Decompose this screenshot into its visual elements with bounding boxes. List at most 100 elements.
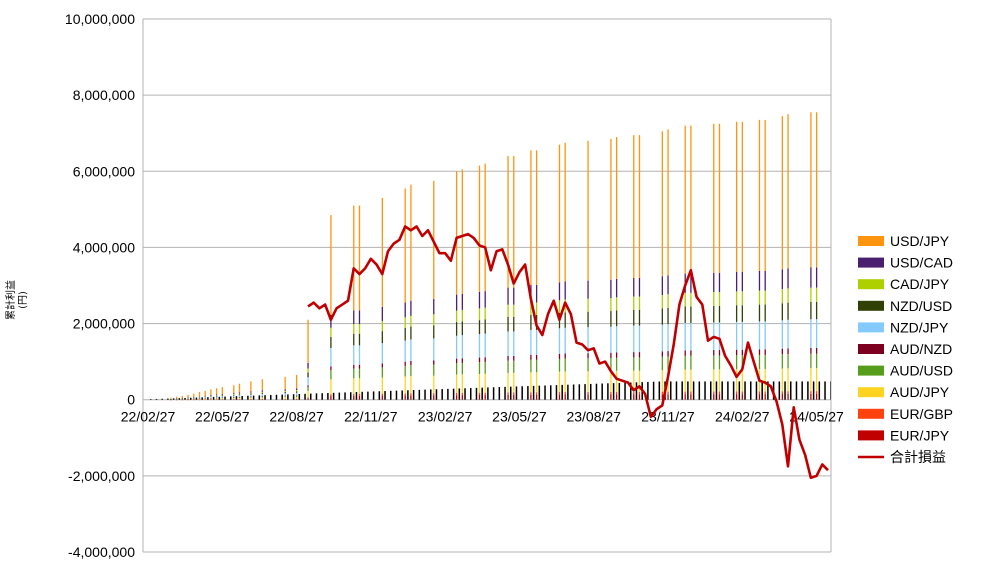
bar-segment bbox=[735, 369, 738, 392]
bar-segment bbox=[513, 394, 515, 400]
bar-segment bbox=[530, 372, 532, 393]
bar-segment bbox=[215, 397, 218, 399]
bar-segment bbox=[507, 304, 509, 317]
bar-segment bbox=[810, 287, 812, 302]
bar-segment bbox=[638, 135, 641, 278]
bar-segment bbox=[198, 398, 201, 400]
baseline-bar bbox=[704, 381, 706, 400]
bar-segment bbox=[507, 360, 509, 373]
legend-label: EUR/GBP bbox=[890, 406, 953, 422]
bar-segment bbox=[193, 398, 195, 399]
legend-label: AUD/NZD bbox=[890, 341, 952, 357]
bar-segment bbox=[661, 394, 663, 400]
bar-segment bbox=[513, 331, 515, 356]
bar-segment bbox=[558, 394, 561, 400]
bar-segment bbox=[221, 396, 223, 398]
bar-segment bbox=[610, 391, 612, 395]
baseline-bar bbox=[275, 394, 278, 400]
bar-segment bbox=[587, 140, 589, 281]
bar-segment bbox=[513, 360, 515, 373]
bar-segment bbox=[193, 399, 195, 400]
bar-segment bbox=[513, 372, 515, 393]
bar-segment bbox=[684, 355, 686, 370]
bar-segment bbox=[713, 292, 715, 306]
legend-label: EUR/JPY bbox=[890, 427, 950, 443]
baseline-bar bbox=[687, 381, 689, 400]
bar-segment bbox=[210, 399, 212, 400]
bar-segment bbox=[815, 319, 818, 348]
bar-segment bbox=[735, 291, 738, 306]
y-axis-label: 累計利益 bbox=[4, 280, 17, 320]
bar-segment bbox=[204, 396, 206, 397]
bar-segment bbox=[484, 373, 486, 393]
bar-segment bbox=[193, 393, 195, 397]
baseline-bar bbox=[235, 396, 238, 400]
bar-segment bbox=[638, 277, 641, 297]
bar-segment bbox=[381, 363, 383, 368]
bar-segment bbox=[261, 390, 263, 392]
legend-swatch bbox=[858, 430, 884, 441]
y-axis-label-unit: (円) bbox=[18, 291, 29, 309]
bar-segment bbox=[815, 267, 818, 288]
bar-segment bbox=[461, 392, 463, 396]
baseline-bar bbox=[538, 385, 541, 400]
bar-segment bbox=[781, 394, 783, 400]
bar-segment bbox=[238, 395, 241, 397]
x-tick-label: 22/11/27 bbox=[344, 409, 398, 425]
bar-segment bbox=[250, 396, 252, 398]
bar-segment bbox=[661, 391, 663, 395]
bar-segment bbox=[198, 397, 201, 399]
baseline-bar bbox=[612, 383, 615, 400]
bar-segment bbox=[484, 307, 486, 320]
bar-segment bbox=[330, 396, 332, 400]
bar-segment bbox=[210, 396, 212, 397]
bar-segment bbox=[381, 377, 383, 394]
bar-segment bbox=[187, 394, 189, 398]
bar-segment bbox=[667, 294, 669, 308]
baseline-bar bbox=[207, 397, 209, 400]
bar-segment bbox=[238, 393, 241, 395]
baseline-bar bbox=[407, 390, 409, 400]
baseline-bar bbox=[635, 382, 638, 400]
bar-segment bbox=[455, 374, 458, 393]
bar-segment bbox=[307, 398, 309, 400]
bar-segment bbox=[455, 358, 458, 364]
bar-segment bbox=[284, 395, 286, 397]
stacked-bars bbox=[170, 112, 818, 401]
bar-segment bbox=[587, 327, 589, 354]
bar-segment bbox=[170, 398, 172, 400]
bar-segment bbox=[330, 327, 332, 337]
bar-segment bbox=[741, 291, 743, 306]
bar-segment bbox=[330, 394, 332, 397]
bar-segment bbox=[358, 364, 361, 369]
bar-segment bbox=[764, 321, 766, 350]
bar-segment bbox=[633, 325, 635, 353]
baseline-bar bbox=[292, 394, 295, 400]
baseline-bar bbox=[601, 383, 603, 400]
bar-segment bbox=[530, 394, 532, 400]
baseline-bar bbox=[310, 393, 312, 400]
bar-segment bbox=[381, 367, 383, 378]
bar-segment bbox=[295, 395, 298, 396]
bar-segment bbox=[433, 325, 435, 339]
legend-label: USD/JPY bbox=[890, 233, 950, 249]
bar-segment bbox=[718, 292, 721, 306]
bar-segment bbox=[667, 129, 669, 276]
baseline-bar bbox=[172, 398, 175, 400]
bar-segment bbox=[353, 205, 355, 311]
bar-segment bbox=[330, 379, 332, 395]
bar-segment bbox=[684, 306, 686, 323]
baseline-bar bbox=[281, 394, 283, 400]
axes bbox=[142, 19, 832, 552]
bar-segment bbox=[358, 395, 361, 400]
bar-segment bbox=[735, 321, 738, 350]
bar-segment bbox=[741, 349, 743, 356]
bar-segment bbox=[358, 378, 361, 394]
bar-segment bbox=[215, 397, 218, 399]
bar-segment bbox=[507, 355, 509, 361]
bar-segment bbox=[170, 397, 172, 399]
bar-segment bbox=[484, 361, 486, 374]
bar-segment bbox=[261, 393, 263, 397]
bar-segment bbox=[690, 394, 692, 400]
bar-segment bbox=[295, 390, 298, 392]
